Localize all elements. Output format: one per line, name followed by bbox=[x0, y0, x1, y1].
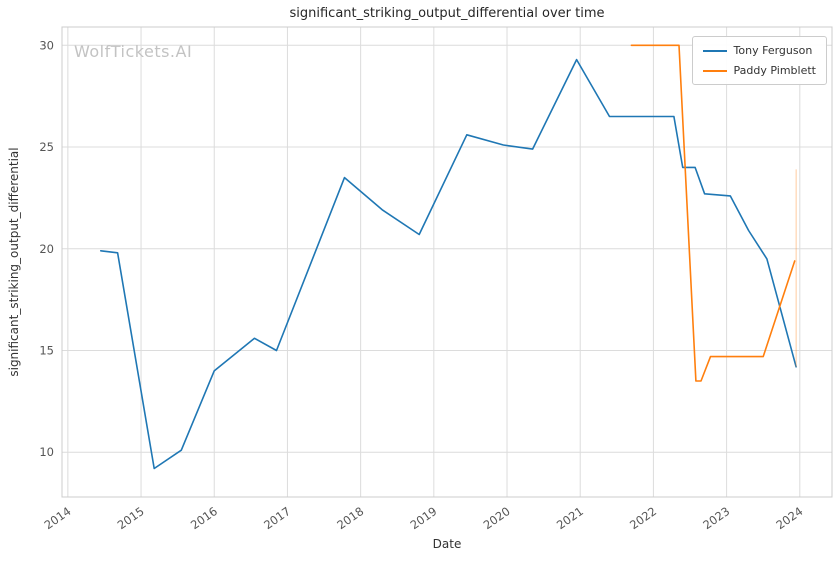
x-tick-label: 2021 bbox=[554, 504, 586, 532]
x-tick-label: 2016 bbox=[188, 504, 220, 532]
legend-line-swatch bbox=[702, 49, 727, 52]
x-tick-label: 2022 bbox=[627, 504, 659, 532]
chart-title: significant_striking_output_differential… bbox=[289, 6, 605, 21]
x-tick-label: 2023 bbox=[700, 504, 732, 532]
x-tick-label: 2018 bbox=[334, 504, 366, 532]
y-tick-label: 30 bbox=[39, 38, 54, 52]
x-tick-label: 2024 bbox=[773, 504, 805, 532]
series-line-paddy-pimblett bbox=[630, 44, 796, 382]
x-axis-label: Date bbox=[432, 537, 462, 551]
x-tick-label: 2015 bbox=[115, 504, 147, 532]
y-tick-label: 25 bbox=[39, 140, 54, 154]
series-line-tony-ferguson bbox=[100, 58, 797, 470]
legend-item: Tony Ferguson bbox=[702, 44, 816, 57]
x-tick-label: 2017 bbox=[261, 504, 293, 532]
x-tick-label: 2020 bbox=[481, 504, 513, 532]
legend-line-swatch bbox=[702, 69, 727, 72]
watermark: WolfTickets.AI bbox=[74, 42, 193, 61]
y-tick-label: 15 bbox=[39, 344, 54, 358]
axes-spines bbox=[61, 26, 833, 498]
y-tick-label: 20 bbox=[39, 242, 54, 256]
legend-item: Paddy Pimblett bbox=[702, 64, 816, 77]
legend-label: Tony Ferguson bbox=[733, 44, 813, 57]
plot-background bbox=[62, 27, 832, 497]
legend: Tony Ferguson Paddy Pimblett bbox=[691, 36, 827, 85]
x-tick-label: 2019 bbox=[408, 504, 440, 532]
y-tick-label: 10 bbox=[39, 445, 54, 459]
legend-label: Paddy Pimblett bbox=[733, 64, 816, 77]
x-tick-label: 2014 bbox=[42, 504, 74, 532]
y-axis-label: significant_striking_output_differential bbox=[7, 147, 21, 377]
